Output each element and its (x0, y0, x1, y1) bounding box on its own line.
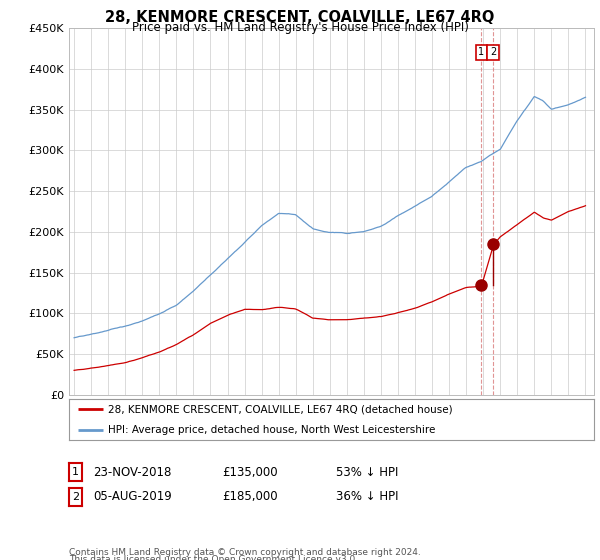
Text: 05-AUG-2019: 05-AUG-2019 (93, 490, 172, 503)
Text: 1: 1 (478, 48, 485, 58)
Text: 36% ↓ HPI: 36% ↓ HPI (336, 490, 398, 503)
Text: 28, KENMORE CRESCENT, COALVILLE, LE67 4RQ: 28, KENMORE CRESCENT, COALVILLE, LE67 4R… (106, 10, 494, 25)
Text: 28, KENMORE CRESCENT, COALVILLE, LE67 4RQ (detached house): 28, KENMORE CRESCENT, COALVILLE, LE67 4R… (109, 404, 453, 414)
Text: Price paid vs. HM Land Registry's House Price Index (HPI): Price paid vs. HM Land Registry's House … (131, 21, 469, 34)
Text: HPI: Average price, detached house, North West Leicestershire: HPI: Average price, detached house, Nort… (109, 424, 436, 435)
Text: 2: 2 (72, 492, 79, 502)
Text: 1: 1 (72, 467, 79, 477)
Text: 53% ↓ HPI: 53% ↓ HPI (336, 465, 398, 479)
Text: 2: 2 (490, 48, 497, 58)
Text: 23-NOV-2018: 23-NOV-2018 (93, 465, 172, 479)
Text: Contains HM Land Registry data © Crown copyright and database right 2024.: Contains HM Land Registry data © Crown c… (69, 548, 421, 557)
Text: This data is licensed under the Open Government Licence v3.0.: This data is licensed under the Open Gov… (69, 556, 358, 560)
Text: £135,000: £135,000 (222, 465, 278, 479)
Text: £185,000: £185,000 (222, 490, 278, 503)
